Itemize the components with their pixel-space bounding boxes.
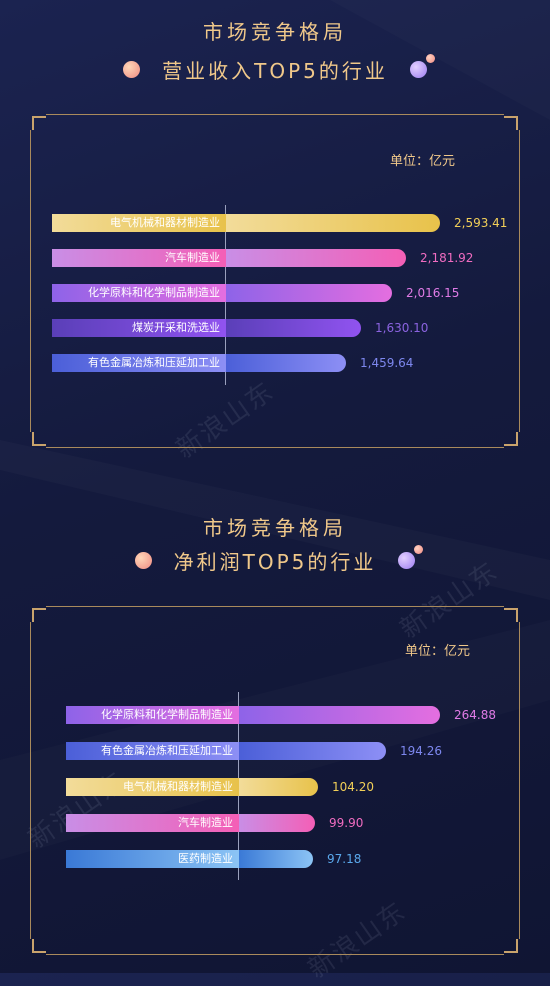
- bar: [226, 354, 346, 372]
- orb-icon: [409, 53, 435, 78]
- section-title: 市场竞争格局: [203, 516, 347, 540]
- subtitle-row: 营业收入TOP5的行业: [0, 53, 550, 84]
- category-label: 化学原料和化学制品制造业: [66, 706, 239, 724]
- chart-subtitle: 营业收入TOP5的行业: [162, 58, 388, 83]
- value-label: 194.26: [400, 744, 442, 758]
- bar: [239, 778, 318, 796]
- bar: [226, 214, 440, 232]
- unit-label: 单位：亿元: [390, 154, 456, 169]
- category-label: 有色金属冶炼和压延加工业: [52, 354, 226, 372]
- category-label: 电气机械和器材制造业: [66, 778, 239, 796]
- value-label: 99.90: [329, 816, 364, 830]
- value-label: 97.18: [327, 852, 362, 866]
- category-label: 化学原料和化学制品制造业: [52, 284, 226, 302]
- bar: [226, 319, 361, 337]
- orb-icon: [398, 544, 424, 569]
- value-label: 104.20: [332, 780, 374, 794]
- orb-icon: [123, 60, 141, 78]
- unit-label: 单位：亿元: [405, 644, 471, 659]
- value-label: 1,459.64: [360, 356, 414, 370]
- value-label: 2,016.15: [406, 286, 460, 300]
- bar: [239, 850, 313, 868]
- value-label: 2,593.41: [454, 216, 508, 230]
- bar: [239, 742, 386, 760]
- category-label: 医药制造业: [66, 850, 239, 868]
- category-label: 煤炭开采和洗选业: [52, 319, 226, 337]
- category-label: 汽车制造业: [66, 814, 239, 832]
- bar: [239, 814, 315, 832]
- bar: [226, 284, 392, 302]
- category-label: 电气机械和器材制造业: [52, 214, 226, 232]
- category-label: 汽车制造业: [52, 249, 226, 267]
- value-label: 264.88: [454, 708, 496, 722]
- bar: [226, 249, 406, 267]
- orb-icon: [134, 551, 152, 569]
- subtitle-row: 净利润TOP5的行业: [0, 544, 550, 575]
- chart-frame: [30, 606, 520, 955]
- value-label: 2,181.92: [420, 251, 474, 265]
- value-label: 1,630.10: [375, 321, 429, 335]
- bar: [239, 706, 440, 724]
- category-label: 有色金属冶炼和压延加工业: [66, 742, 239, 760]
- chart-subtitle: 净利润TOP5的行业: [173, 549, 377, 574]
- chart-frame: [30, 114, 520, 448]
- section-title: 市场竞争格局: [203, 20, 347, 44]
